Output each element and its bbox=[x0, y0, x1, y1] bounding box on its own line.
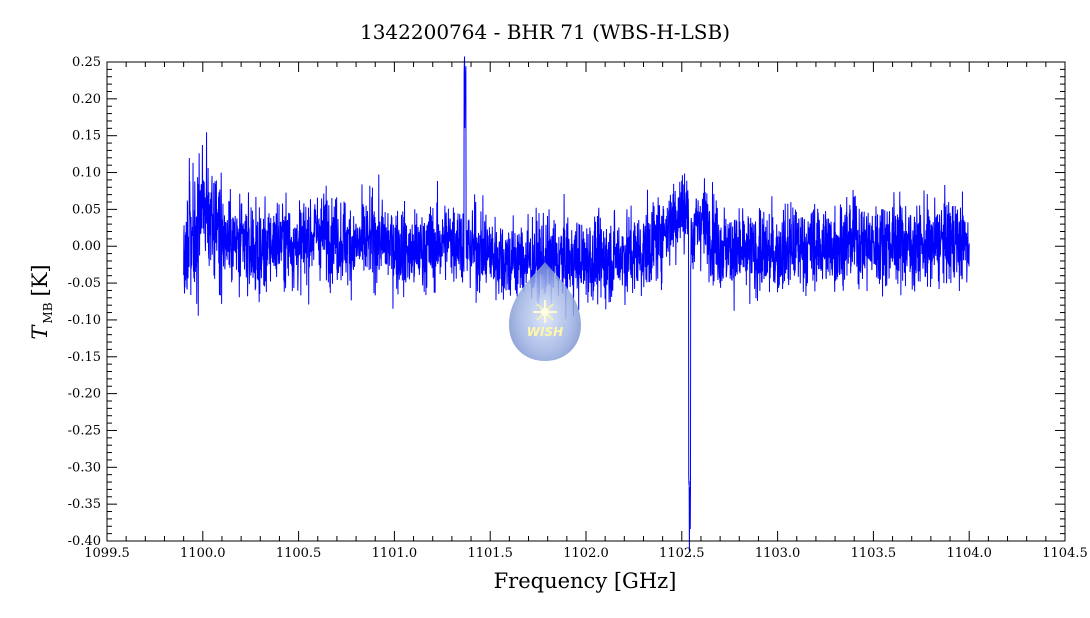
x-tick-label: 1100.5 bbox=[276, 546, 322, 561]
x-tick-label: 1102.0 bbox=[563, 546, 609, 561]
wish-logo: WISH bbox=[509, 262, 581, 361]
y-tick-label: 0.25 bbox=[72, 55, 101, 70]
svg-text:TMB[K]: TMB [K] bbox=[28, 264, 55, 339]
y-tick-label: 0.20 bbox=[72, 92, 101, 107]
x-tick-label: 1099.5 bbox=[84, 546, 130, 561]
y-tick-label: -0.15 bbox=[68, 350, 101, 365]
y-axis-title-main: T bbox=[28, 324, 52, 340]
plot-frame bbox=[106, 61, 1066, 542]
y-tick-label: 0.05 bbox=[72, 202, 101, 217]
x-axis-title: Frequency [GHz] bbox=[494, 569, 677, 593]
x-tick-label: 1102.5 bbox=[659, 546, 705, 561]
y-tick-label: 0.10 bbox=[72, 166, 101, 181]
y-tick-label: -0.05 bbox=[68, 276, 101, 291]
x-tick-label: 1104.5 bbox=[1042, 546, 1088, 561]
y-tick-label: -0.40 bbox=[68, 534, 101, 549]
x-tick-label: 1104.0 bbox=[946, 546, 992, 561]
y-tick-label: -0.35 bbox=[68, 497, 101, 512]
y-axis-title: TMB [K] bbox=[28, 264, 55, 339]
y-tick-label: 0.15 bbox=[72, 129, 101, 144]
y-tick-label: 0.00 bbox=[72, 239, 101, 254]
x-tick-label: 1103.5 bbox=[851, 546, 897, 561]
y-tick-label: -0.25 bbox=[68, 423, 101, 438]
x-tick-label: 1103.0 bbox=[755, 546, 801, 561]
y-axis-title-sub: MB bbox=[41, 302, 55, 323]
sparkle-icon bbox=[533, 300, 557, 323]
y-tick-label: -0.30 bbox=[68, 460, 101, 475]
wish-logo-text: WISH bbox=[527, 325, 563, 339]
x-tick-label: 1101.0 bbox=[372, 546, 418, 561]
x-tick-label: 1101.5 bbox=[467, 546, 513, 561]
spectrum-line bbox=[183, 56, 970, 552]
x-tick-label: 1100.0 bbox=[180, 546, 226, 561]
y-tick-label: -0.10 bbox=[68, 313, 101, 328]
plot-area: 1099.5 1100.0 1100.5 1101.0 1101.5 1102.0 1102… bbox=[68, 55, 1088, 561]
y-axis-title-unit: [K] bbox=[28, 264, 52, 296]
y-tick-label: -0.20 bbox=[68, 387, 101, 402]
chart-title: 1342200764 - BHR 71 (WBS-H-LSB) bbox=[360, 20, 730, 44]
